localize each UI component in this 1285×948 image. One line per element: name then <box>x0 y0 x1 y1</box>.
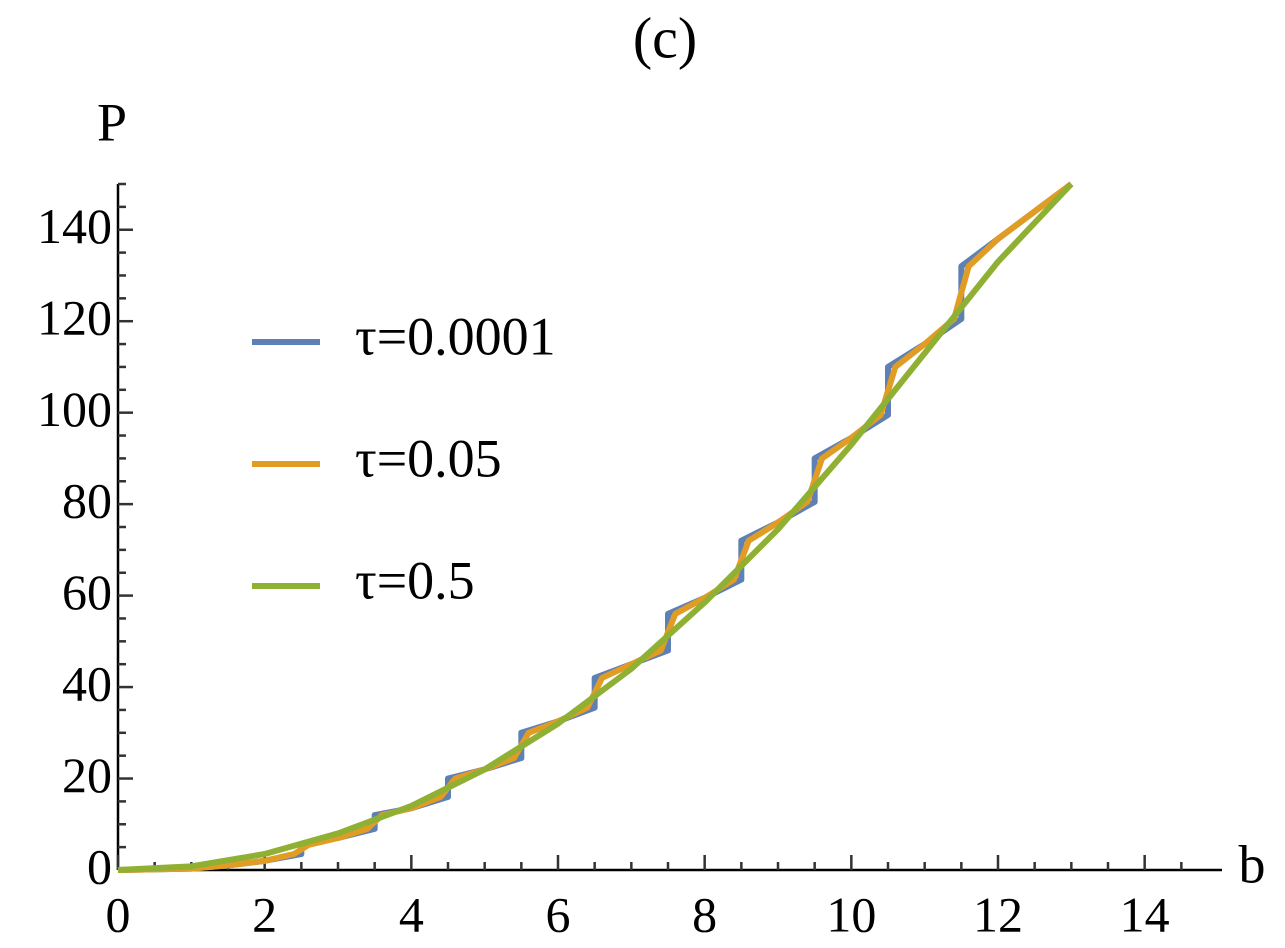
y-tick-label: 120 <box>37 290 112 346</box>
y-tick-label: 60 <box>62 564 112 620</box>
series-line <box>117 181 1074 873</box>
y-tick-label: 100 <box>37 381 112 437</box>
x-axis-label: b <box>1239 834 1266 894</box>
y-tick-label: 0 <box>87 838 112 894</box>
series-line <box>117 181 1074 873</box>
x-tick-label: 12 <box>973 886 1023 942</box>
x-tick-label: 4 <box>399 886 424 942</box>
x-tick-label: 6 <box>546 886 571 942</box>
legend-label: τ=0.05 <box>355 428 502 488</box>
legend-label: τ=0.5 <box>355 550 475 610</box>
y-tick-label: 80 <box>62 473 112 529</box>
x-tick-label: 8 <box>692 886 717 942</box>
y-tick-label: 40 <box>62 656 112 712</box>
y-axis-label: P <box>97 92 127 152</box>
y-tick-label: 20 <box>62 747 112 803</box>
x-tick-label: 2 <box>252 886 277 942</box>
x-tick-label: 14 <box>1120 886 1170 942</box>
x-tick-label: 10 <box>826 886 876 942</box>
legend-label: τ=0.0001 <box>355 306 556 366</box>
series-line <box>117 181 1074 873</box>
chart-title: (c) <box>633 5 697 70</box>
y-tick-label: 140 <box>37 198 112 254</box>
x-tick-label: 0 <box>106 886 131 942</box>
